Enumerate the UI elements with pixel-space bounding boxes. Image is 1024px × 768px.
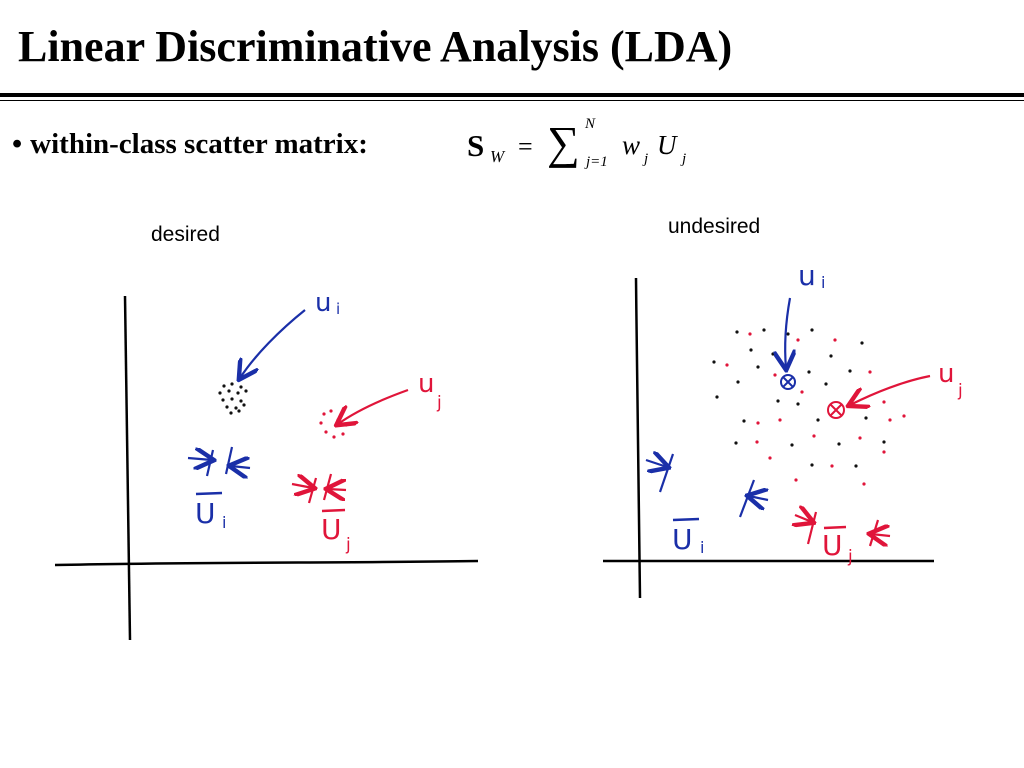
formula-s-sub: W <box>490 147 505 166</box>
desired-x-axis <box>54 559 479 567</box>
desired-cluster-j <box>319 409 348 439</box>
undesired-arrow-uj <box>850 374 931 405</box>
undesired-ubar-j-bar <box>823 525 847 530</box>
desired-width-marker-j <box>291 473 346 504</box>
undesired-scatter-black <box>712 328 886 468</box>
desired-cluster-i <box>218 382 248 415</box>
undesired-y-axis <box>634 277 642 599</box>
desired-ubar-i-sub: i <box>222 513 226 532</box>
bullet-dot: • <box>12 128 23 160</box>
undesired-ubar-i: U <box>672 523 693 556</box>
undesired-ubar-i-sub: i <box>700 538 704 557</box>
formula-equals: = <box>518 132 533 161</box>
desired-panel: u i u j U i U j <box>54 288 479 641</box>
undesired-mean-i <box>780 374 796 390</box>
formula-sum-lower: j=1 <box>586 154 608 170</box>
desired-ubar-j-sub: j <box>345 535 351 555</box>
undesired-ui-label: u <box>798 259 816 292</box>
undesired-ui-sub: i <box>821 273 825 292</box>
desired-ui-label: u <box>315 288 331 318</box>
bullet-text: within-class scatter matrix: <box>30 128 368 160</box>
formula-u: U <box>657 130 677 160</box>
formula-sum-upper: N <box>585 116 596 132</box>
desired-arrow-ui <box>240 309 306 378</box>
undesired-uj-label: u <box>938 359 954 389</box>
title-divider-thin <box>0 100 1024 101</box>
undesired-ubar-i-bar <box>672 517 700 522</box>
title-divider-thick <box>0 93 1024 97</box>
desired-y-axis <box>123 295 132 641</box>
desired-arrow-uj <box>338 388 409 424</box>
bullet-within-class: • within-class scatter matrix: <box>12 128 368 161</box>
desired-uj-label: u <box>418 369 434 399</box>
formula-weight: w <box>622 130 641 160</box>
undesired-label: undesired <box>668 215 761 238</box>
undesired-uj-sub: j <box>957 381 963 401</box>
desired-uj-sub: j <box>436 393 442 413</box>
desired-ui-sub: i <box>336 300 340 318</box>
scatter-formula: S W = ∑ N j=1 w j U j <box>462 116 702 176</box>
desired-label: desired <box>151 223 220 246</box>
desired-ubar-i: U <box>195 497 216 530</box>
undesired-ubar-j-sub: j <box>847 547 853 567</box>
undesired-arrow-ui <box>785 297 790 368</box>
desired-ubar-i-bar <box>195 491 223 496</box>
undesired-panel: u i u j U i U j <box>602 259 963 599</box>
formula-weight-sub: j <box>644 151 649 167</box>
desired-ubar-j: U <box>321 513 342 546</box>
desired-ubar-j-bar <box>321 508 346 513</box>
undesired-mean-j <box>827 401 845 419</box>
formula-sum: ∑ <box>547 117 580 168</box>
formula-s: S <box>467 128 485 163</box>
undesired-scatter-red <box>725 332 906 486</box>
undesired-width-marker-j <box>795 512 891 546</box>
undesired-width-marker-i <box>645 454 768 518</box>
slide-title: Linear Discriminative Analysis (LDA) <box>18 22 733 71</box>
formula-u-sub: j <box>682 151 687 167</box>
undesired-ubar-j: U <box>822 529 843 562</box>
desired-width-marker-i <box>187 446 251 476</box>
